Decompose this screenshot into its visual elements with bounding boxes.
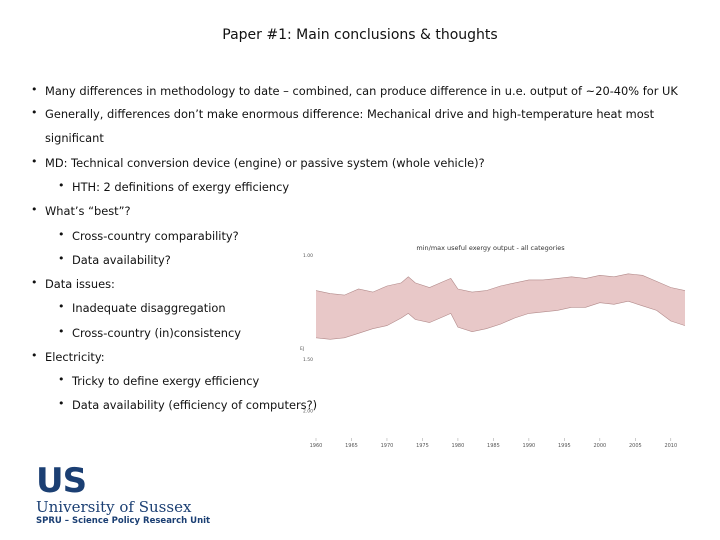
bullet-marker: • [58, 300, 65, 313]
bullet-text: Inadequate disaggregation [72, 301, 226, 315]
x-tick-label: 1995 [558, 443, 571, 449]
x-tick-label: 1960 [310, 443, 323, 449]
bullet-marker: • [31, 276, 38, 289]
sub-bullet-item: • Cross-country (in)consistency [58, 325, 241, 341]
bullet-item: • Generally, differences don’t make enorm… [31, 106, 655, 122]
bullet-text: Cross-country (in)consistency [72, 326, 241, 340]
bullet-marker: • [31, 155, 38, 168]
bullet-text: Cross-country comparability? [72, 229, 239, 243]
bullet-text: What’s “best”? [45, 204, 131, 218]
bullet-item: • Electricity: [31, 349, 105, 365]
bullet-text: significant [45, 131, 104, 145]
y-tick-label: 1.50 [303, 357, 313, 363]
university-logo: US University of Sussex SPRU – Science P… [36, 464, 210, 527]
bullet-marker: • [58, 179, 65, 192]
bullet-text: Data issues: [45, 277, 115, 291]
y-tick-label: 1.00 [303, 253, 313, 259]
bullet-marker: • [58, 228, 65, 241]
bullet-marker: • [31, 349, 38, 362]
x-tick-label: 1970 [381, 443, 394, 449]
series-max-line [315, 273, 686, 296]
bullet-text: Tricky to define exergy efficiency [72, 374, 260, 388]
x-tick-label: 1985 [487, 443, 500, 449]
bullet-text: Generally, differences don’t make enormo… [45, 107, 655, 121]
sub-bullet-item: • Data availability (efficiency of comput… [58, 397, 318, 413]
bullet-text: Many differences in methodology to date … [45, 84, 678, 98]
bullet-text: Data availability (efficiency of compute… [72, 398, 318, 412]
logo-unit-name: SPRU – Science Policy Research Unit [36, 516, 211, 526]
x-tick-label: 2005 [629, 443, 642, 449]
bullet-marker: • [31, 203, 38, 216]
bullet-marker: • [58, 373, 65, 386]
x-tick-label: 2000 [593, 443, 606, 449]
bullet-marker: • [31, 83, 38, 96]
bullet-marker: • [31, 106, 38, 119]
min-max-band [316, 273, 685, 340]
bullet-item: • Many differences in methodology to date… [31, 83, 678, 99]
bullet-text: Data availability? [72, 253, 171, 267]
bullet-item: significant [45, 130, 104, 146]
bullet-marker: • [58, 397, 65, 410]
y-tick-label: 2.00 [303, 408, 313, 414]
sub-bullet-item: • Tricky to define exergy efficiency [58, 373, 260, 389]
exergy-output-chart: min/max useful exergy output - all categ… [300, 244, 686, 449]
x-tick-label: 1975 [416, 443, 429, 449]
chart-title: min/max useful exergy output - all categ… [416, 244, 565, 252]
logo-university-name: University of Sussex [36, 498, 192, 516]
y-axis-label: EJ [300, 346, 304, 352]
x-tick-label: 1990 [523, 443, 536, 449]
bullet-text: Electricity: [45, 350, 105, 364]
sub-bullet-item: • Inadequate disaggregation [58, 300, 226, 316]
x-tick-label: 1965 [345, 443, 358, 449]
sub-bullet-item: • HTH: 2 definitions of exergy efficiency [58, 179, 290, 195]
bullet-item: • MD: Technical conversion device (engine… [31, 155, 485, 171]
bullet-item: • What’s “best”? [31, 203, 131, 219]
bullet-item: • Data issues: [31, 276, 115, 292]
series-min-line [315, 300, 686, 340]
slide-title: Paper #1: Main conclusions & thoughts [222, 27, 498, 43]
x-tick-label: 1980 [452, 443, 465, 449]
x-tick-label: 2010 [664, 443, 677, 449]
bullet-marker: • [58, 252, 65, 265]
sub-bullet-item: • Data availability? [58, 252, 171, 268]
logo-mark: US [36, 461, 87, 501]
bullet-marker: • [58, 325, 65, 338]
bullet-text: MD: Technical conversion device (engine)… [45, 156, 485, 170]
sub-bullet-item: • Cross-country comparability? [58, 228, 239, 244]
bullet-text: HTH: 2 definitions of exergy efficiency [72, 180, 290, 194]
